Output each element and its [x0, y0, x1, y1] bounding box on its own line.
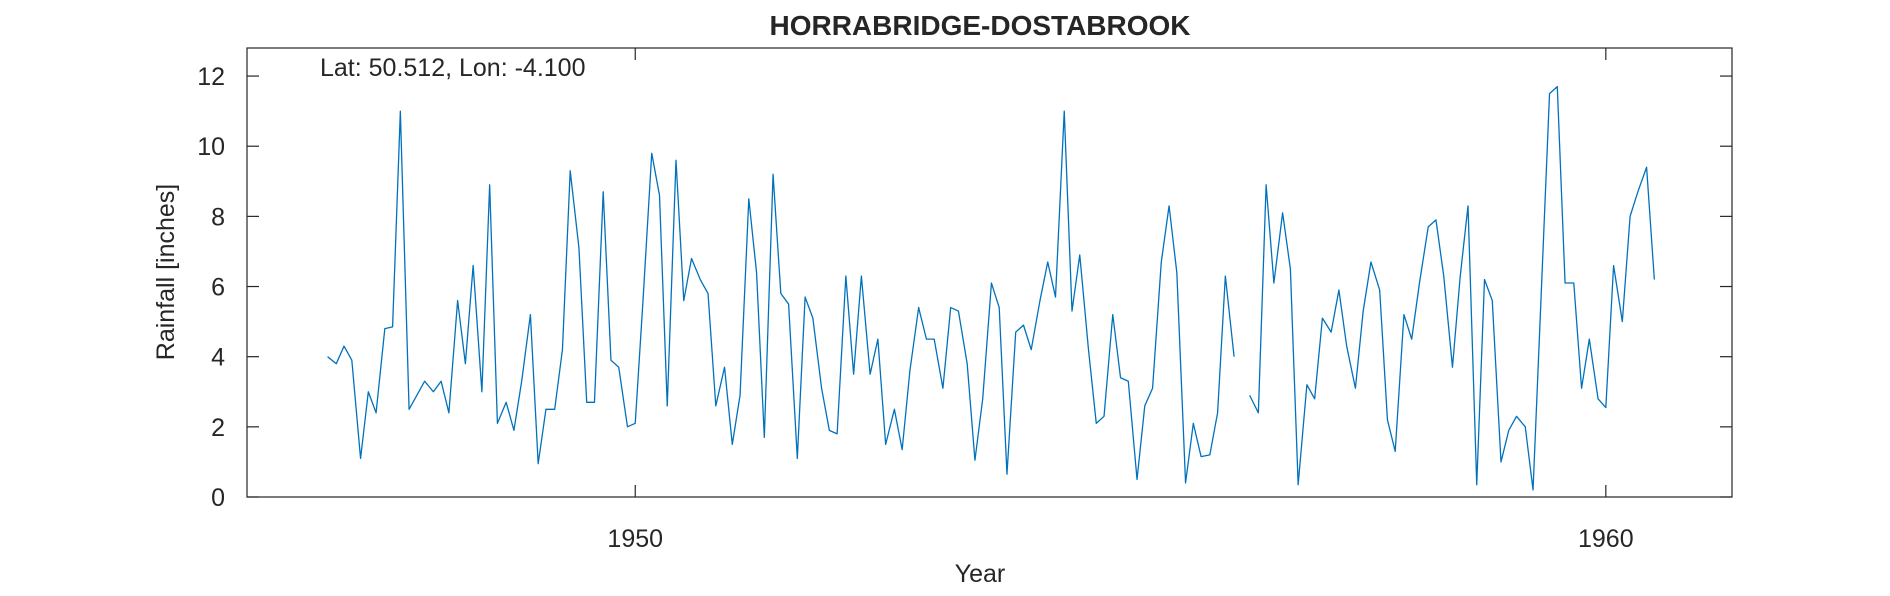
y-tick-label: 12 — [197, 63, 225, 91]
axes: 0 2 4 6 8 10 12 1950 1960 — [197, 47, 1733, 553]
rainfall-series-line — [327, 110, 1235, 484]
x-tick-label: 1960 — [1578, 525, 1634, 553]
rainfall-series-line — [1249, 85, 1655, 491]
chart-title: HORRABRIDGE-DOSTABROOK — [769, 10, 1190, 41]
y-tick-label: 4 — [211, 344, 225, 372]
x-axis-label: Year — [955, 560, 1006, 588]
location-annotation: Lat: 50.512, Lon: -4.100 — [320, 54, 586, 82]
plot-frame — [246, 47, 1733, 498]
y-tick-label: 0 — [211, 484, 225, 512]
series-layer — [327, 85, 1655, 491]
y-tick-label: 2 — [211, 414, 225, 442]
x-tick-label: 1950 — [607, 525, 663, 553]
y-tick-label: 8 — [211, 203, 225, 231]
y-axis-label: Rainfall [inches] — [152, 184, 180, 360]
y-tick-label: 6 — [211, 274, 225, 302]
y-tick-label: 10 — [197, 133, 225, 161]
